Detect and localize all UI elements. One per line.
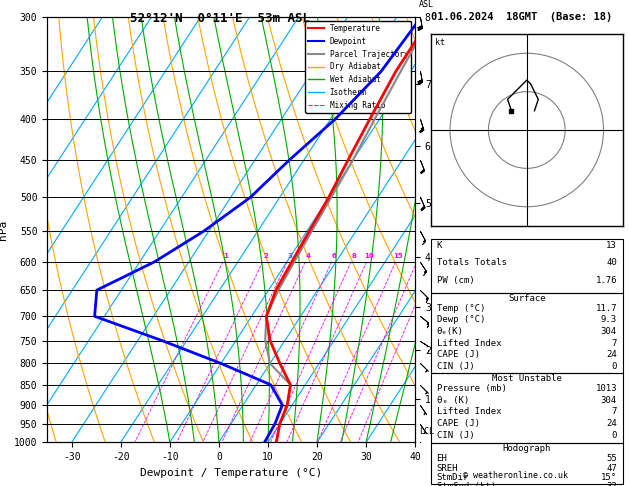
Y-axis label: hPa: hPa bbox=[0, 220, 8, 240]
Text: 2: 2 bbox=[263, 253, 268, 259]
Text: Surface: Surface bbox=[508, 294, 545, 303]
Text: SREH: SREH bbox=[437, 464, 458, 473]
Text: 52°12'N  0°11'E  53m ASL: 52°12'N 0°11'E 53m ASL bbox=[130, 12, 310, 25]
Text: 4: 4 bbox=[306, 253, 311, 259]
X-axis label: Dewpoint / Temperature (°C): Dewpoint / Temperature (°C) bbox=[140, 468, 322, 478]
Text: 15: 15 bbox=[393, 253, 403, 259]
Text: 24: 24 bbox=[606, 419, 617, 428]
Text: Totals Totals: Totals Totals bbox=[437, 258, 506, 267]
Text: CAPE (J): CAPE (J) bbox=[437, 419, 480, 428]
Text: Pressure (mb): Pressure (mb) bbox=[437, 384, 506, 393]
Text: 1.76: 1.76 bbox=[596, 276, 617, 285]
Text: CIN (J): CIN (J) bbox=[437, 362, 474, 371]
Text: 0: 0 bbox=[611, 431, 617, 440]
Text: kt: kt bbox=[435, 38, 445, 47]
Text: Dewp (°C): Dewp (°C) bbox=[437, 315, 485, 325]
Text: 13: 13 bbox=[606, 241, 617, 250]
Text: 304: 304 bbox=[601, 396, 617, 405]
Text: θₑ (K): θₑ (K) bbox=[437, 396, 469, 405]
Text: Temp (°C): Temp (°C) bbox=[437, 304, 485, 313]
Text: © weatheronline.co.uk: © weatheronline.co.uk bbox=[464, 471, 568, 480]
Text: 47: 47 bbox=[606, 464, 617, 473]
Text: 1013: 1013 bbox=[596, 384, 617, 393]
Text: Lifted Index: Lifted Index bbox=[437, 339, 501, 348]
Text: StmSpd (kt): StmSpd (kt) bbox=[437, 482, 496, 486]
Text: 6: 6 bbox=[332, 253, 337, 259]
Text: EH: EH bbox=[437, 454, 447, 464]
Text: θₑ(K): θₑ(K) bbox=[437, 327, 464, 336]
Text: 24: 24 bbox=[606, 350, 617, 360]
Text: Lifted Index: Lifted Index bbox=[437, 407, 501, 417]
Text: 7: 7 bbox=[611, 339, 617, 348]
Text: 7: 7 bbox=[611, 407, 617, 417]
Text: 3: 3 bbox=[287, 253, 292, 259]
Text: 304: 304 bbox=[601, 327, 617, 336]
Text: CIN (J): CIN (J) bbox=[437, 431, 474, 440]
Text: 9.3: 9.3 bbox=[601, 315, 617, 325]
Text: 11.7: 11.7 bbox=[596, 304, 617, 313]
Text: 10: 10 bbox=[364, 253, 374, 259]
Text: K: K bbox=[437, 241, 442, 250]
Text: LCL: LCL bbox=[419, 427, 434, 436]
Text: PW (cm): PW (cm) bbox=[437, 276, 474, 285]
Text: StmDir: StmDir bbox=[437, 473, 469, 482]
Text: 8: 8 bbox=[352, 253, 356, 259]
Text: CAPE (J): CAPE (J) bbox=[437, 350, 480, 360]
Text: Most Unstable: Most Unstable bbox=[492, 374, 562, 383]
Text: 40: 40 bbox=[606, 258, 617, 267]
Text: km
ASL: km ASL bbox=[419, 0, 434, 8]
Text: 55: 55 bbox=[606, 454, 617, 464]
Text: Hodograph: Hodograph bbox=[503, 444, 551, 453]
Text: 01.06.2024  18GMT  (Base: 18): 01.06.2024 18GMT (Base: 18) bbox=[431, 12, 612, 22]
Text: 1: 1 bbox=[223, 253, 228, 259]
Legend: Temperature, Dewpoint, Parcel Trajectory, Dry Adiabat, Wet Adiabat, Isotherm, Mi: Temperature, Dewpoint, Parcel Trajectory… bbox=[305, 21, 411, 113]
Text: 0: 0 bbox=[611, 362, 617, 371]
Text: 32: 32 bbox=[606, 482, 617, 486]
Text: 15°: 15° bbox=[601, 473, 617, 482]
